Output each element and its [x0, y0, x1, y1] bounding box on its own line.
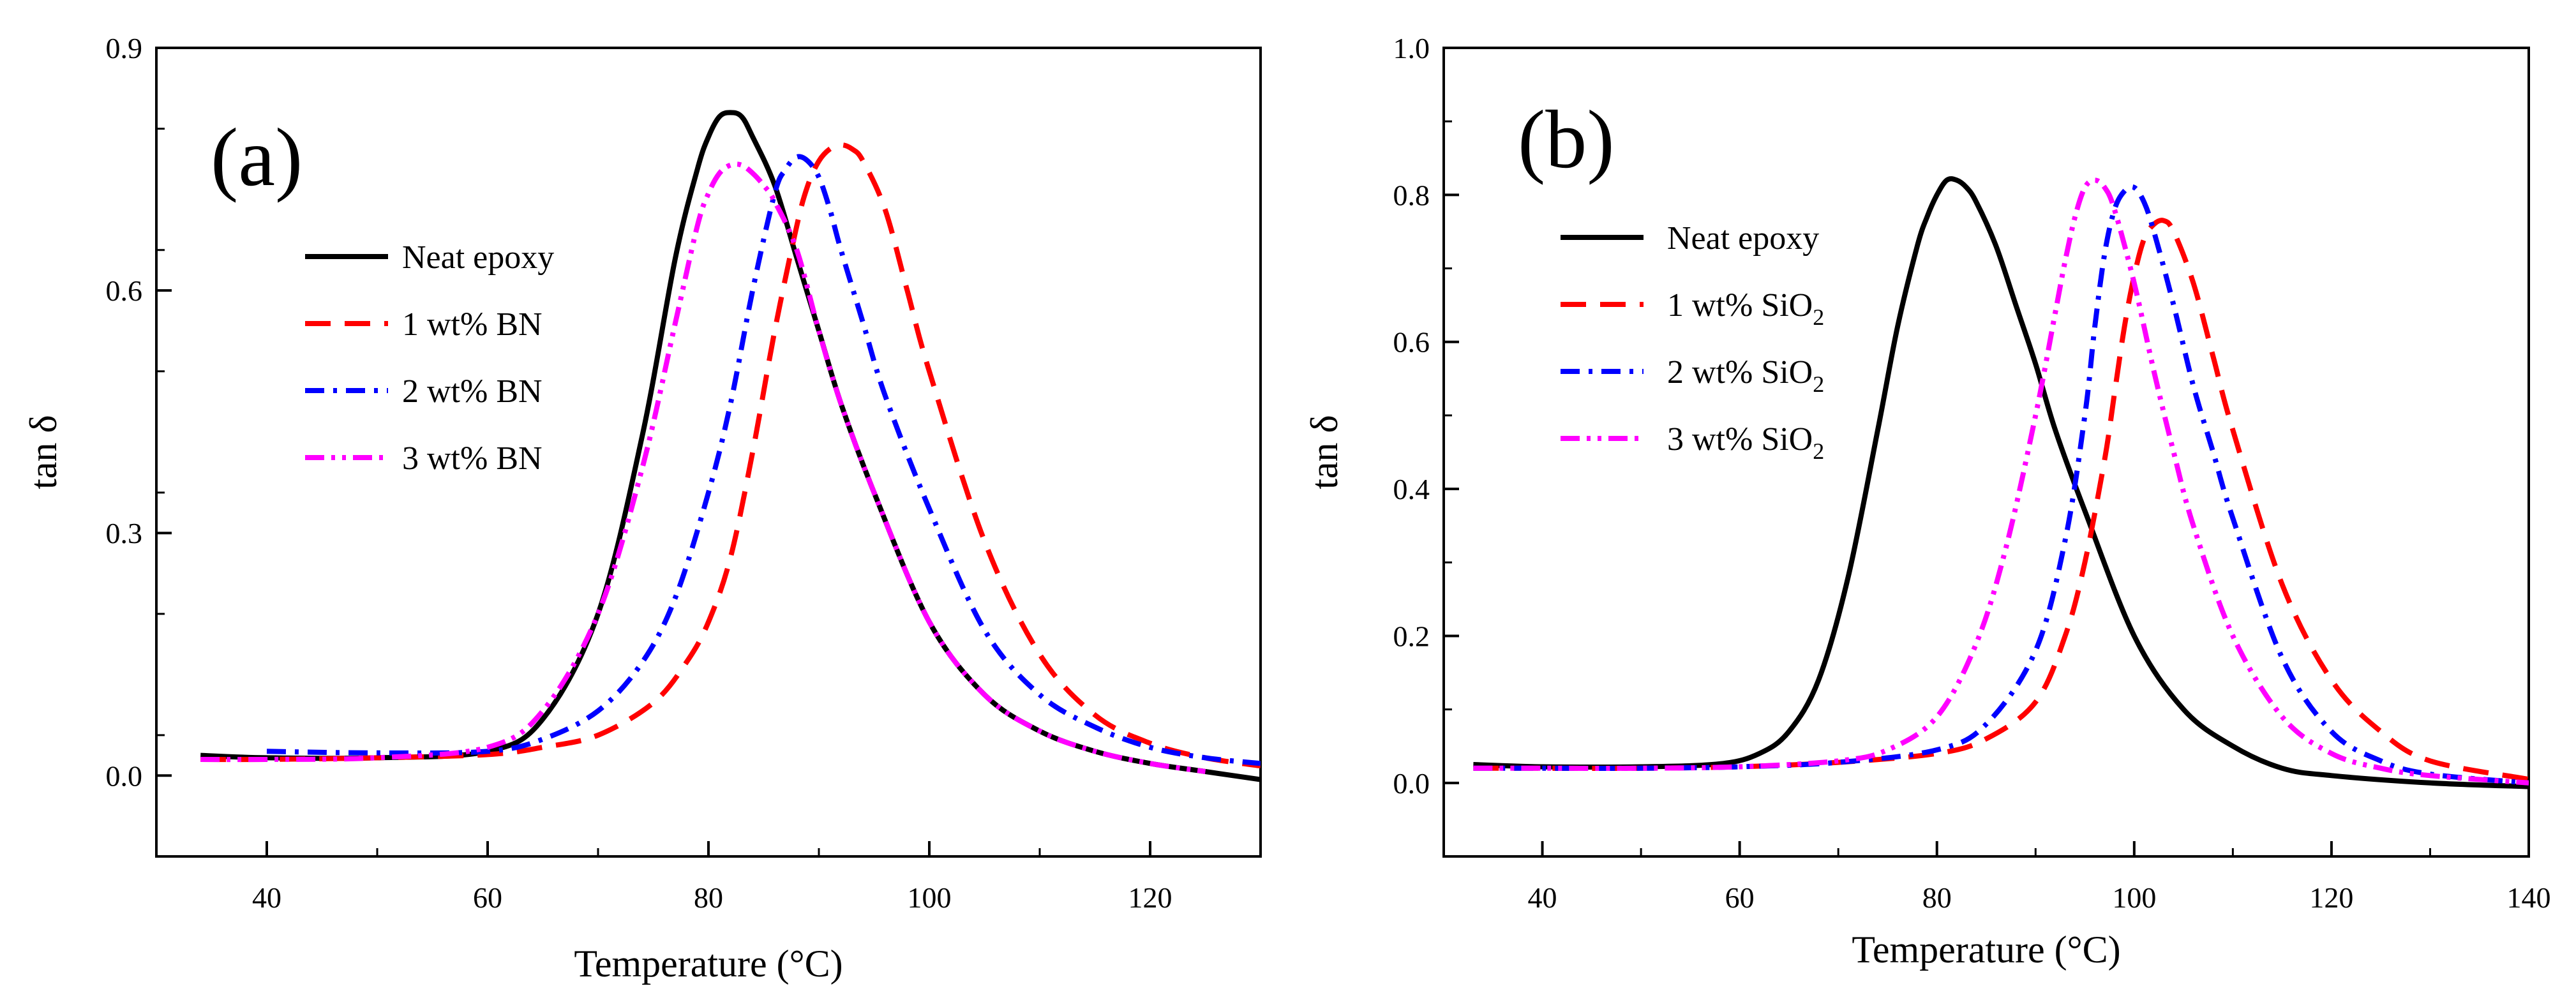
- chart-panel-a: 40 60 80 100 120 0.0 0.3 0.6 0.9 Temperature (°C)…: [22, 32, 1262, 985]
- x-tick-label: 120: [1128, 881, 1172, 914]
- y-tick-label: 0.0: [1393, 767, 1430, 800]
- legend-label: 1 wt% BN: [402, 306, 543, 343]
- series-line-2: [200, 142, 1261, 769]
- y-tick-label: 0.0: [106, 759, 143, 792]
- y-tick-label: 0.8: [1393, 179, 1430, 211]
- chart-panel-b: 40 60 80 100 120 140 0.0 0.2 0.4 0.6 0.8 1.0 Tempera…: [1303, 32, 2551, 971]
- x-axis-label: Temperature (°C): [574, 943, 842, 985]
- panel-label: (b): [1518, 94, 1615, 186]
- x-tick-label: 40: [1528, 881, 1557, 914]
- series-line-3: [266, 154, 1261, 766]
- series-line-4: [200, 161, 1206, 774]
- x-axis-label: Temperature (°C): [1852, 929, 2120, 971]
- legend-label: 1 wt% SiO2: [1667, 287, 1824, 330]
- y-axis-label: tan δ: [22, 415, 64, 489]
- legend-label: 2 wt% SiO2: [1667, 354, 1824, 397]
- legend-label: 2 wt% BN: [402, 373, 543, 410]
- y-tick-label: 0.2: [1393, 620, 1430, 652]
- legend-label: 3 wt% SiO2: [1667, 421, 1824, 464]
- plot-frame: [1442, 47, 2530, 858]
- y-tick-label: 0.6: [106, 274, 143, 307]
- x-tick-label: 100: [2112, 881, 2156, 914]
- y-tick-label: 0.9: [106, 32, 143, 64]
- legend-label: Neat epoxy: [402, 239, 554, 276]
- legend-label: Neat epoxy: [1667, 220, 1819, 257]
- series-line-4: [1473, 177, 2529, 786]
- series-line-3: [1473, 184, 2529, 786]
- plot-frame: [155, 47, 1262, 858]
- x-tick-label: 40: [252, 881, 281, 914]
- x-tick-label: 80: [694, 881, 723, 914]
- y-tick-label: 1.0: [1393, 32, 1430, 64]
- x-tick-label: 60: [473, 881, 502, 914]
- x-tick-label: 80: [1922, 881, 1952, 914]
- y-tick-label: 0.6: [1393, 326, 1430, 359]
- y-axis-label: tan δ: [1303, 415, 1345, 489]
- x-tick-label: 120: [2309, 881, 2353, 914]
- y-tick-label: 0.4: [1393, 473, 1430, 505]
- legend-label: 3 wt% BN: [402, 440, 543, 477]
- x-tick-label: 60: [1725, 881, 1755, 914]
- y-tick-label: 0.3: [106, 517, 143, 549]
- series-line-1: [200, 110, 1261, 782]
- x-tick-label: 140: [2507, 881, 2551, 914]
- panel-label: (a): [211, 112, 303, 204]
- series-line-1: [1473, 176, 2529, 789]
- series-line-2: [1473, 218, 2529, 782]
- x-tick-label: 100: [908, 881, 952, 914]
